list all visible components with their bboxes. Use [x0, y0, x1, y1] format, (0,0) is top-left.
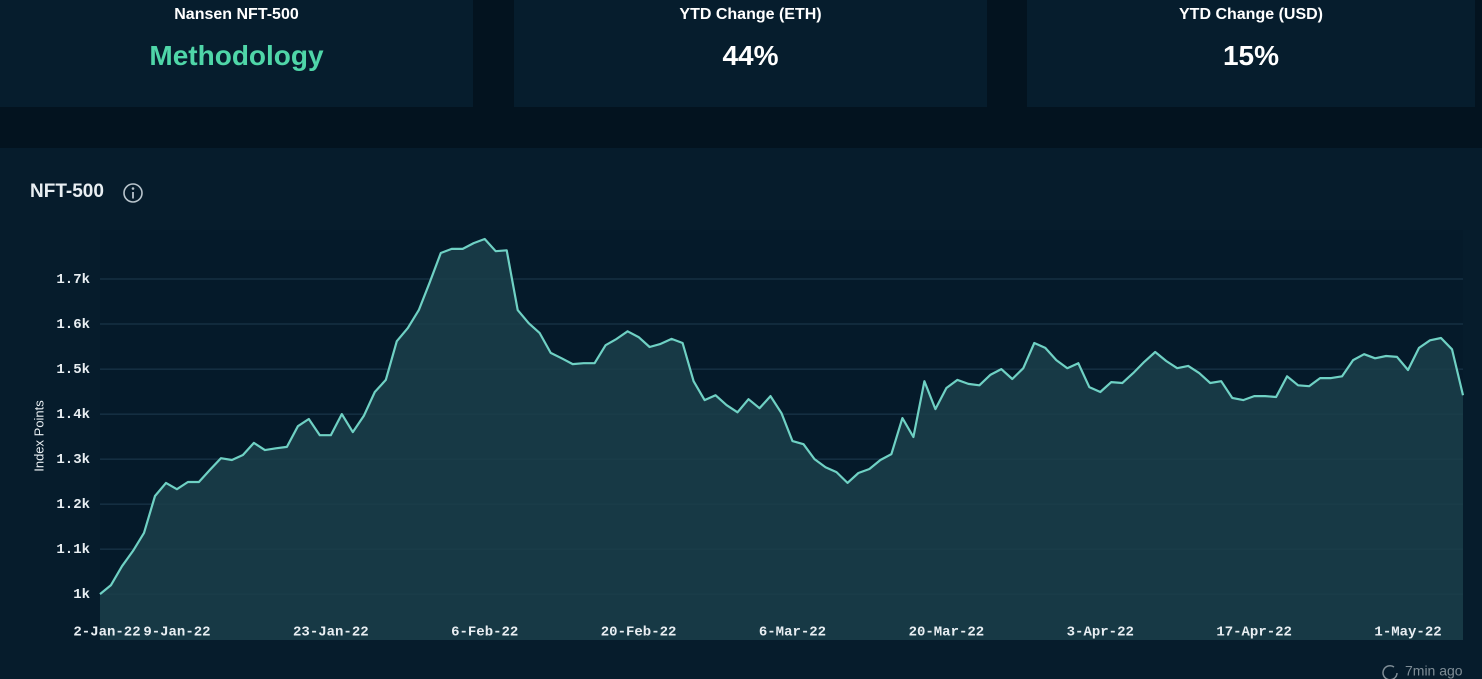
- x-tick-label: 6-Feb-22: [451, 625, 518, 641]
- y-tick-label: 1.2k: [56, 497, 90, 513]
- stat-card: Nansen NFT-500 Methodology: [0, 0, 473, 107]
- chart-panel: NFT-500 Index Points 7min ago 1k 1.1k 1.2k…: [0, 148, 1482, 679]
- y-tick-label: 1k: [73, 587, 90, 603]
- x-tick-label: 6-Mar-22: [759, 625, 826, 641]
- card-value: 15%: [1222, 40, 1280, 71]
- card-value: 44%: [722, 40, 779, 71]
- card-title: YTD Change (ETH): [679, 6, 822, 23]
- y-tick-label: 1.1k: [56, 542, 90, 558]
- x-tick-label: 23-Jan-22: [293, 625, 369, 641]
- x-tick-label: 3-Apr-22: [1067, 625, 1134, 641]
- chart-title: NFT-500: [30, 181, 104, 202]
- x-tick-label: 20-Mar-22: [909, 625, 985, 641]
- card-title: YTD Change (USD): [1179, 6, 1323, 23]
- y-tick-label: 1.6k: [56, 317, 90, 333]
- chart: NFT-500 Index Points 7min ago 1k 1.1k 1.2k…: [30, 181, 1465, 679]
- refresh-icon: [1382, 665, 1398, 679]
- card-title: Nansen NFT-500: [174, 6, 299, 23]
- stat-card: YTD Change (USD) 15%: [1027, 0, 1475, 107]
- x-tick-label: 1-May-22: [1374, 625, 1441, 641]
- y-tick-label: 1.5k: [56, 362, 90, 378]
- stat-card: YTD Change (ETH) 44%: [514, 0, 987, 107]
- updated-time: 7min ago: [1405, 663, 1463, 679]
- x-tick-label: 20-Feb-22: [601, 625, 677, 641]
- area-fill: [100, 239, 1463, 640]
- info-icon[interactable]: [123, 183, 143, 203]
- line: [99, 237, 1465, 595]
- methodology-link[interactable]: Methodology: [149, 40, 324, 71]
- y-tick-label: 1.7k: [56, 272, 90, 288]
- x-tick-label: 17-Apr-22: [1216, 625, 1292, 641]
- y-axis-label: Index Points: [31, 400, 46, 472]
- y-tick-label: 1.4k: [56, 407, 90, 423]
- x-tick-label: 9-Jan-22: [143, 625, 210, 641]
- y-tick-label: 1.3k: [56, 452, 90, 468]
- x-tick-label: 2-Jan-22: [73, 625, 140, 641]
